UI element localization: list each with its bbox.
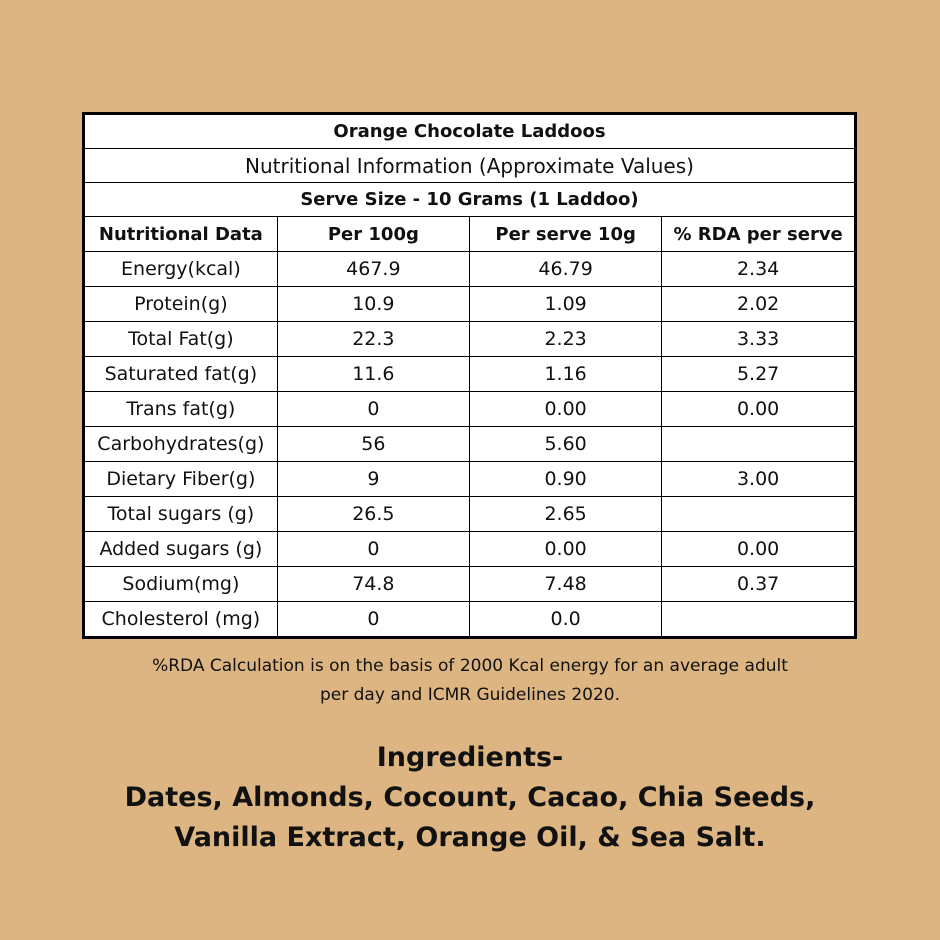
nutrient-name: Protein(g)	[85, 286, 278, 322]
data-row: Energy(kcal) 467.9 46.79 2.34	[85, 251, 854, 287]
nutrient-value: 74.8	[276, 566, 471, 602]
nutrient-value: 5.60	[468, 426, 663, 462]
nutrient-value: 0.00	[661, 391, 854, 427]
table: Orange Chocolate Laddoos Nutritional Inf…	[85, 115, 854, 636]
footnote-line: per day and ICMR Guidelines 2020.	[320, 685, 620, 705]
nutrient-name: Sodium(mg)	[85, 566, 278, 602]
nutrient-value: 46.79	[468, 251, 663, 287]
data-row: Protein(g) 10.9 1.09 2.02	[85, 286, 854, 322]
serve-row: Serve Size - 10 Grams (1 Laddoo)	[85, 182, 854, 217]
table-body: Orange Chocolate Laddoos Nutritional Inf…	[85, 115, 854, 636]
nutrient-name: Total sugars (g)	[85, 496, 278, 532]
nutrient-name: Added sugars (g)	[85, 531, 278, 567]
nutrient-value: 0.00	[661, 531, 854, 567]
nutrient-value: 2.34	[661, 251, 854, 287]
nutrient-value: 0.00	[468, 531, 663, 567]
nutrient-value: 2.65	[468, 496, 663, 532]
table-title: Orange Chocolate Laddoos	[85, 115, 854, 149]
nutrient-value	[661, 601, 854, 636]
data-row: Saturated fat(g) 11.6 1.16 5.27	[85, 356, 854, 392]
nutrient-value: 56	[276, 426, 471, 462]
ingredients-line: Dates, Almonds, Cocount, Cacao, Chia See…	[124, 782, 816, 813]
data-row: Cholesterol (mg) 0 0.0	[85, 601, 854, 636]
nutrient-value: 3.00	[661, 461, 854, 497]
nutrient-value: 0.0	[468, 601, 663, 636]
nutrient-value	[661, 426, 854, 462]
nutrient-name: Carbohydrates(g)	[85, 426, 278, 462]
data-row: Total Fat(g) 22.3 2.23 3.33	[85, 321, 854, 357]
nutrient-value: 2.02	[661, 286, 854, 322]
column-header: % RDA per serve	[661, 216, 854, 252]
ingredients-heading: Ingredients-	[376, 742, 564, 773]
nutrient-value: 0	[276, 391, 471, 427]
column-header: Nutritional Data	[85, 216, 278, 252]
nutrient-value: 467.9	[276, 251, 471, 287]
nutrient-value: 0.37	[661, 566, 854, 602]
nutrient-name: Saturated fat(g)	[85, 356, 278, 392]
data-row: Trans fat(g) 0 0.00 0.00	[85, 391, 854, 427]
data-row: Carbohydrates(g) 56 5.60	[85, 426, 854, 462]
footnote-line: %RDA Calculation is on the basis of 2000…	[152, 656, 788, 676]
subtitle-row: Nutritional Information (Approximate Val…	[85, 148, 854, 183]
nutrient-name: Total Fat(g)	[85, 321, 278, 357]
nutrient-name: Energy(kcal)	[85, 251, 278, 287]
column-header: Per serve 10g	[468, 216, 663, 252]
nutrient-value: 10.9	[276, 286, 471, 322]
nutrient-value: 22.3	[276, 321, 471, 357]
nutrient-name: Trans fat(g)	[85, 391, 278, 427]
nutrient-value: 0	[276, 531, 471, 567]
table-subtitle: Nutritional Information (Approximate Val…	[85, 148, 854, 183]
nutrient-value: 1.09	[468, 286, 663, 322]
nutrient-value: 0.90	[468, 461, 663, 497]
header-row: Nutritional Data Per 100g Per serve 10g% R…	[85, 216, 854, 252]
nutrient-value: 26.5	[276, 496, 471, 532]
nutrient-value: 11.6	[276, 356, 471, 392]
nutrient-value: 3.33	[661, 321, 854, 357]
nutrient-name: Cholesterol (mg)	[85, 601, 278, 636]
nutrient-value: 9	[276, 461, 471, 497]
ingredients-line: Vanilla Extract, Orange Oil, & Sea Salt.	[174, 822, 766, 853]
nutrient-value: 7.48	[468, 566, 663, 602]
nutrient-value	[661, 496, 854, 532]
nutrient-value: 5.27	[661, 356, 854, 392]
nutrient-name: Dietary Fiber(g)	[85, 461, 278, 497]
data-row: Dietary Fiber(g) 9 0.90 3.00	[85, 461, 854, 497]
nutrition-table: Orange Chocolate Laddoos Nutritional Inf…	[82, 112, 857, 639]
nutrient-value: 0	[276, 601, 471, 636]
data-row: Added sugars (g) 0 0.00 0.00	[85, 531, 854, 567]
nutrient-value: 1.16	[468, 356, 663, 392]
column-header: Per 100g	[276, 216, 471, 252]
nutrient-value: 0.00	[468, 391, 663, 427]
data-row: Sodium(mg) 74.8 7.48 0.37	[85, 566, 854, 602]
title-row: Orange Chocolate Laddoos	[85, 115, 854, 149]
serve-size: Serve Size - 10 Grams (1 Laddoo)	[85, 182, 854, 217]
nutrient-value: 2.23	[468, 321, 663, 357]
data-row: Total sugars (g) 26.5 2.65	[85, 496, 854, 532]
